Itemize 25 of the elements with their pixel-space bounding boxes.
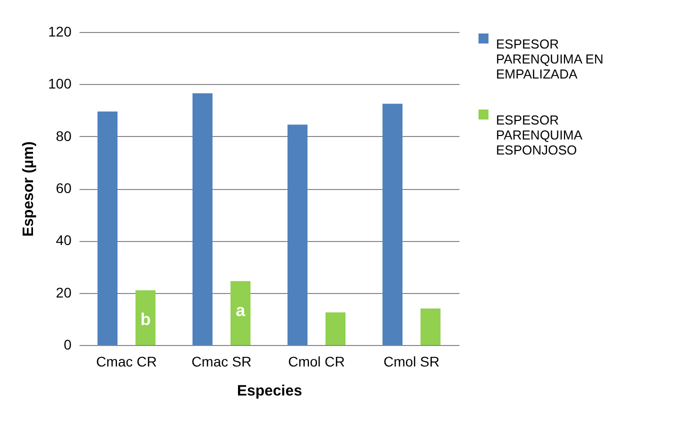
y-axis-title: Espesor (µm) bbox=[20, 141, 38, 237]
y-tick-label: 100 bbox=[48, 76, 72, 92]
bar bbox=[230, 281, 250, 345]
legend-label: ESPESOR PARENQUIMA EN EMPALIZADA bbox=[496, 36, 604, 82]
y-tick-label: 80 bbox=[56, 128, 72, 144]
legend-label: ESPESOR PARENQUIMA ESPONJOSO bbox=[496, 112, 583, 158]
bar bbox=[288, 124, 308, 345]
y-tick-label: 120 bbox=[48, 24, 72, 40]
annotation: a bbox=[236, 301, 246, 320]
bar bbox=[136, 290, 156, 345]
x-tick-label: Cmac CR bbox=[96, 354, 157, 370]
bar bbox=[326, 312, 346, 345]
bar bbox=[420, 308, 440, 345]
y-tick-label: 0 bbox=[64, 336, 72, 352]
bar bbox=[98, 112, 118, 345]
x-axis-title: Especies bbox=[236, 382, 302, 400]
bar bbox=[382, 104, 402, 345]
annotation: b bbox=[140, 310, 151, 330]
y-tick-label: 20 bbox=[56, 284, 72, 300]
y-tick-label: 60 bbox=[56, 180, 72, 196]
x-tick-label: Cmol SR bbox=[383, 354, 440, 370]
bar bbox=[192, 93, 212, 345]
y-tick-label: 40 bbox=[56, 232, 72, 248]
x-tick-label: Cmol CR bbox=[288, 354, 345, 370]
x-tick-label: Cmac SR bbox=[192, 354, 252, 370]
